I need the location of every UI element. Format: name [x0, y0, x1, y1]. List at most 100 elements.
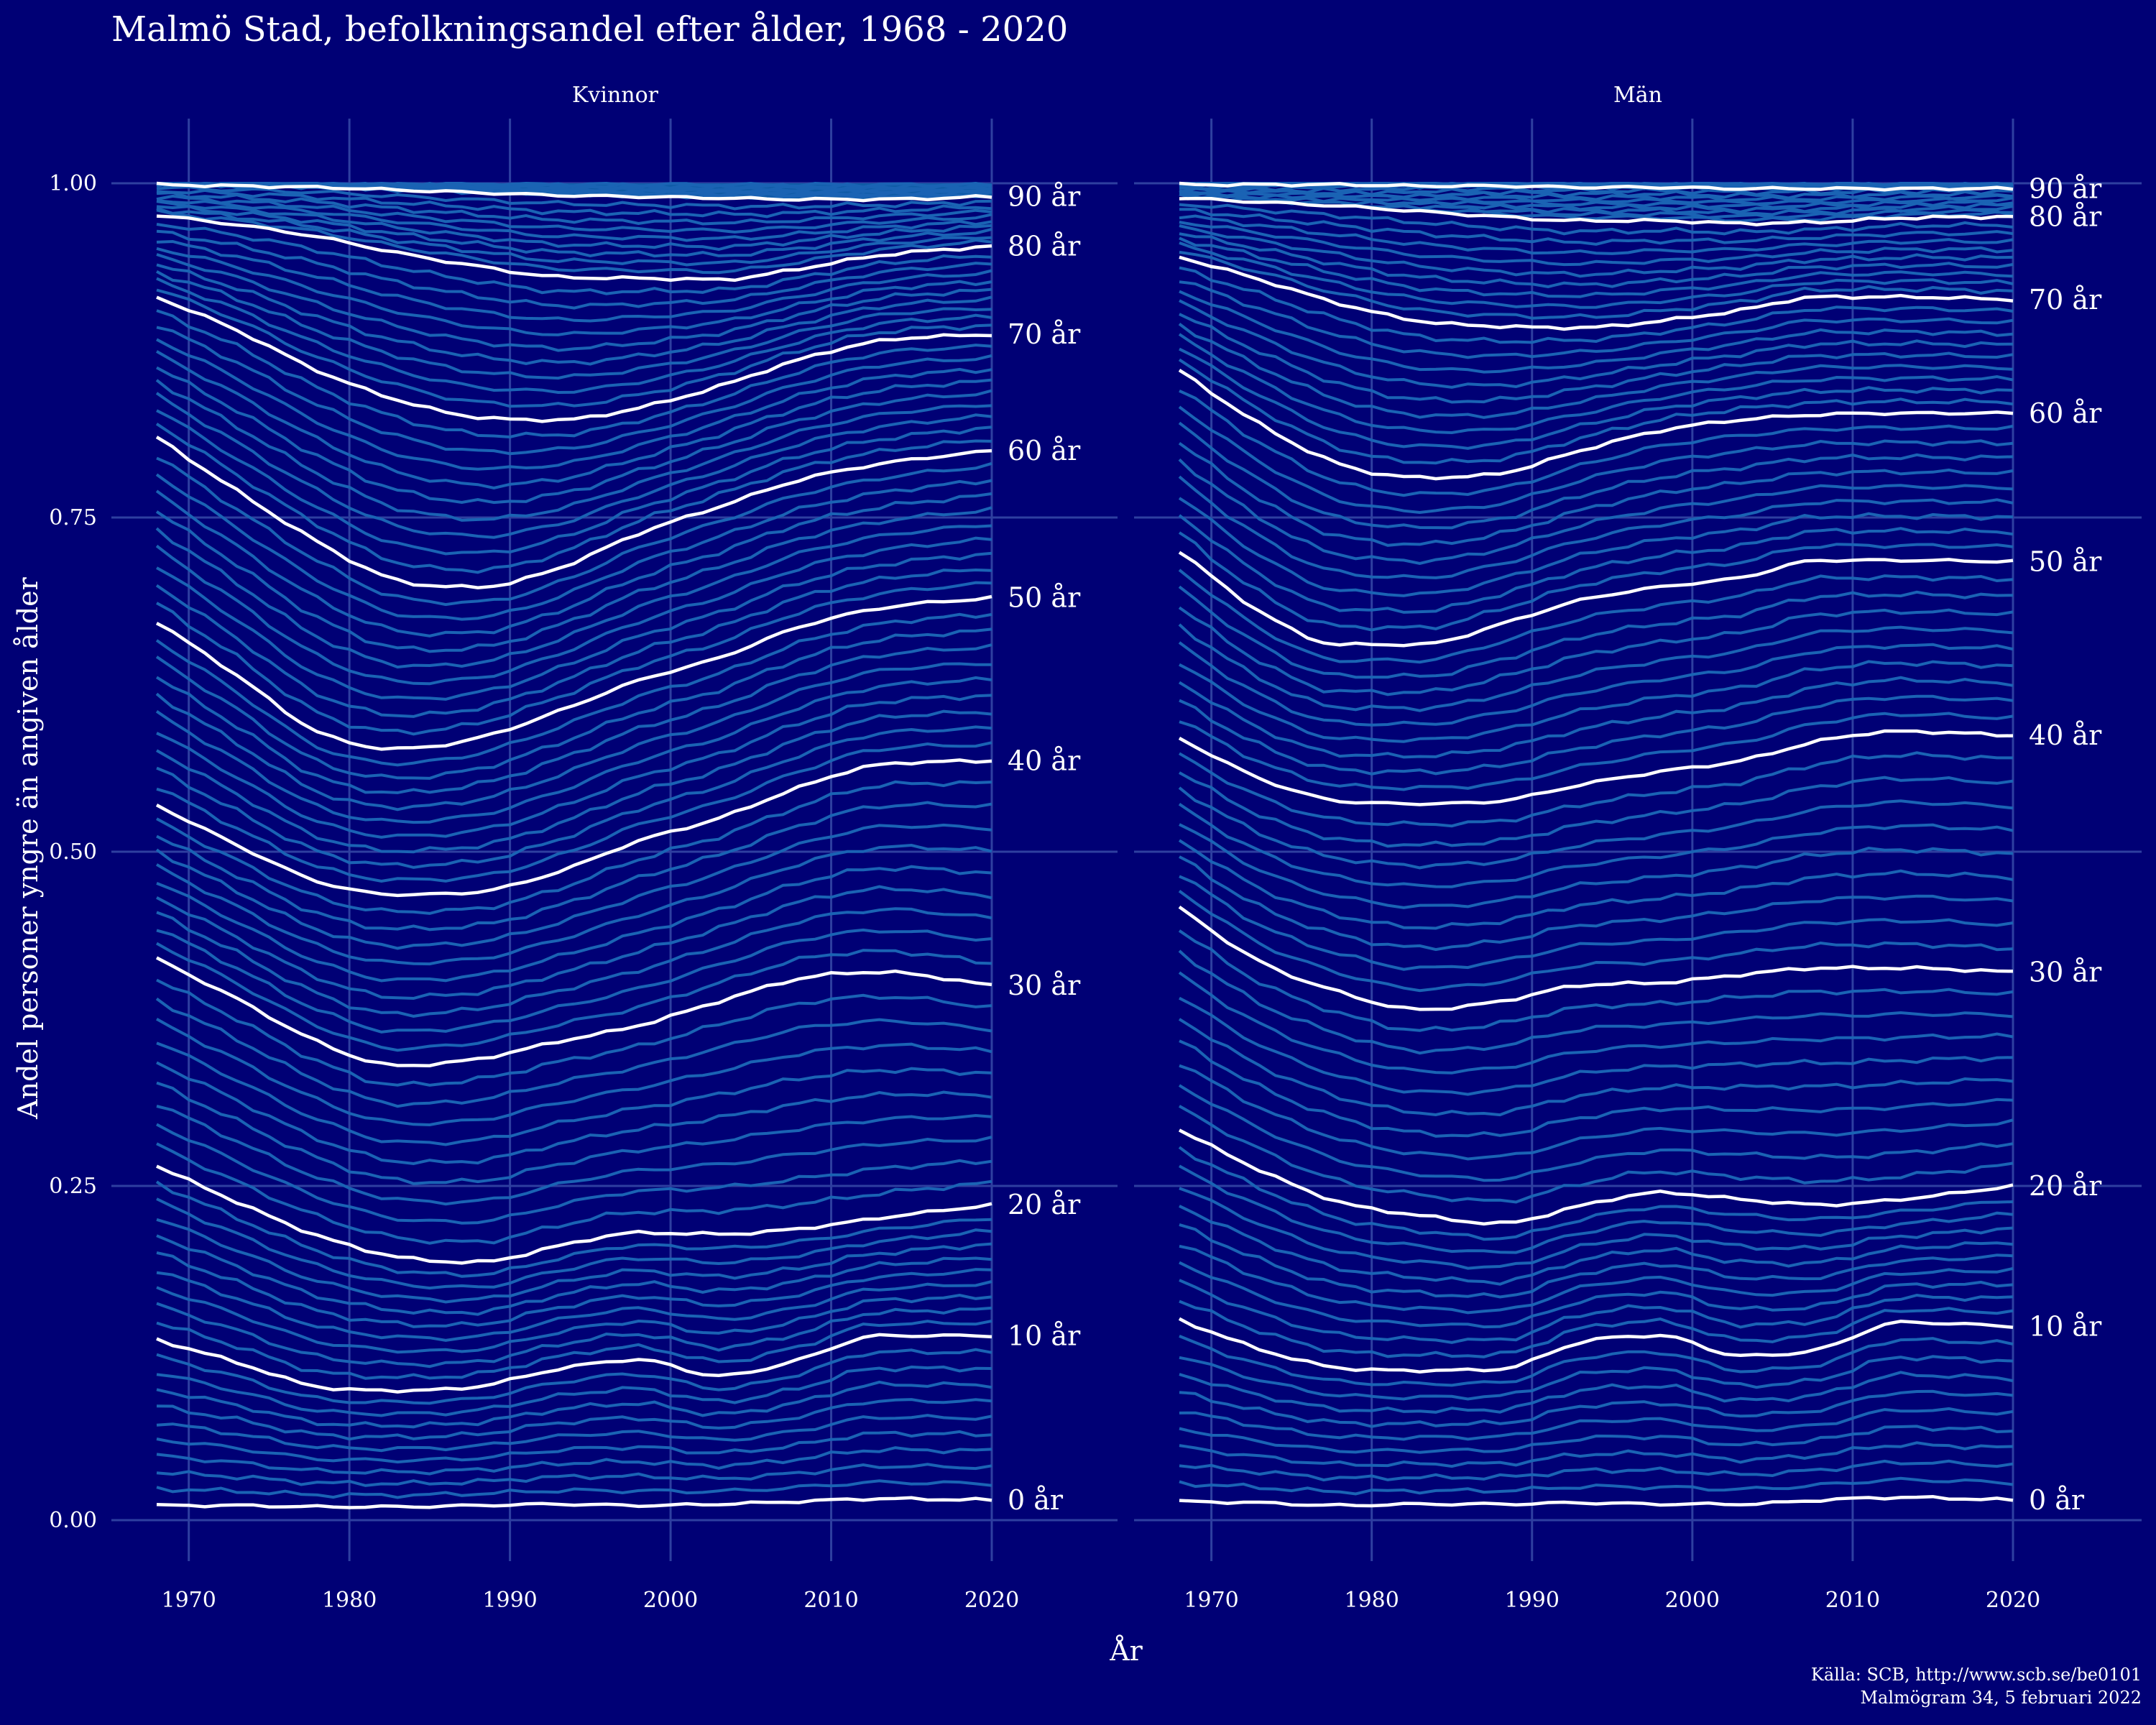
age-line-25 — [156, 1061, 992, 1166]
age-line-2 — [1179, 1459, 2014, 1482]
age-line-68 — [156, 326, 992, 456]
age-line-56 — [155, 506, 992, 653]
age-line-89 — [156, 185, 992, 211]
age-line-62 — [1179, 347, 2014, 450]
age-line-22 — [156, 1123, 992, 1225]
age-line-31 — [1178, 889, 2014, 993]
age-line-15 — [1179, 1223, 2014, 1299]
age-labels: 0 år 10 år 20 år 30 år 40 år 50 år 60 år 70 år 8… — [2029, 172, 2102, 1516]
age-line-32 — [1179, 875, 2014, 971]
age-line-25 — [1178, 1018, 2014, 1117]
age-line-34 — [156, 885, 992, 1000]
age-line-71 — [1179, 250, 2014, 320]
age-line-35 — [1179, 823, 2014, 909]
age-line-54 — [155, 536, 992, 686]
x-tick-label: 2020 — [1986, 1588, 2040, 1613]
age-line-15 — [156, 1251, 992, 1328]
age-line-19 — [155, 1180, 992, 1278]
age-line-44 — [156, 694, 992, 839]
age-line-31 — [156, 942, 992, 1052]
age-line-26 — [1179, 996, 2014, 1096]
age-line-13 — [1179, 1261, 2014, 1329]
age-line-50-år — [155, 594, 992, 751]
minor-age-lines — [155, 181, 992, 1499]
age-line-72 — [1179, 242, 2014, 309]
age-label: 90 år — [1008, 181, 1081, 213]
age-line-6 — [1179, 1389, 2014, 1428]
age-line-51 — [1178, 531, 2014, 632]
age-line-65 — [156, 366, 992, 505]
age-line-49 — [155, 612, 992, 767]
age-line-85 — [156, 199, 992, 242]
age-line-53 — [156, 551, 992, 701]
x-tick-label: 2000 — [643, 1588, 698, 1613]
age-line-47 — [1178, 606, 2014, 696]
age-line-27 — [1178, 971, 2014, 1075]
age-line-38 — [1179, 771, 2014, 848]
age-line-90-år — [156, 181, 992, 203]
x-tick-label: 2000 — [1665, 1588, 1720, 1613]
age-line-20-år — [1178, 1128, 2014, 1226]
age-label: 50 år — [1008, 582, 1081, 614]
age-line-0-år — [1179, 1494, 2014, 1508]
age-line-59 — [1179, 389, 2014, 497]
caption-credit: Malmögram 34, 5 februari 2022 — [1860, 1688, 2142, 1708]
age-line-74 — [156, 263, 992, 366]
age-line-81 — [156, 208, 992, 275]
age-line-47 — [155, 643, 992, 794]
age-line-3 — [1179, 1441, 2014, 1468]
age-line-78 — [1179, 208, 2014, 246]
age-line-2 — [156, 1463, 992, 1487]
age-line-9 — [156, 1348, 992, 1405]
age-line-12 — [156, 1302, 992, 1368]
x-tick-label: 1970 — [162, 1588, 216, 1613]
caption-source: Källa: SCB, http://www.scb.se/be0101 — [1811, 1665, 2142, 1685]
age-line-37 — [155, 823, 992, 950]
age-line-73 — [156, 270, 992, 380]
age-line-23 — [156, 1105, 992, 1206]
decade-age-lines — [1178, 181, 2014, 1508]
panel-title-kvinnor: Kvinnor — [572, 83, 659, 108]
age-line-24 — [1179, 1039, 2014, 1138]
age-line-4 — [156, 1430, 992, 1464]
age-line-66 — [156, 350, 992, 489]
age-line-4 — [1179, 1425, 2014, 1454]
age-line-56 — [1178, 441, 2014, 547]
x-tick-label: 1980 — [1345, 1588, 1399, 1613]
age-line-35 — [156, 865, 992, 983]
y-axis-title: Andel personer yngre än angiven ålder — [12, 576, 44, 1119]
age-line-36 — [155, 843, 992, 966]
age-line-28 — [155, 997, 992, 1108]
x-tick-label: 2010 — [1825, 1588, 1880, 1613]
age-line-58 — [1178, 405, 2014, 515]
age-line-16 — [1179, 1205, 2014, 1286]
age-line-78 — [156, 229, 992, 310]
age-line-20-år — [156, 1164, 992, 1265]
y-tick-label: 0.50 — [49, 840, 97, 865]
age-line-11 — [156, 1319, 992, 1380]
age-line-54 — [1178, 475, 2014, 579]
age-line-9 — [1179, 1335, 2014, 1387]
age-line-30-år — [155, 956, 992, 1067]
x-tick-label: 2020 — [964, 1588, 1019, 1613]
age-line-58 — [155, 473, 992, 621]
age-label: 0 år — [2029, 1484, 2085, 1516]
age-line-59 — [156, 456, 992, 607]
age-label: 70 år — [2029, 284, 2102, 316]
age-line-10-år — [1178, 1317, 2014, 1374]
age-line-63 — [155, 392, 992, 539]
age-line-69 — [156, 309, 992, 439]
age-line-17 — [156, 1218, 992, 1304]
age-line-39 — [156, 780, 992, 915]
age-label: 10 år — [2029, 1310, 2102, 1342]
age-line-44 — [1179, 660, 2014, 743]
age-line-40-år — [1178, 729, 2014, 806]
age-line-53 — [1178, 497, 2014, 597]
age-line-76 — [156, 247, 992, 336]
x-axis-title: År — [1109, 1635, 1143, 1667]
age-line-67 — [156, 338, 992, 471]
age-label: 80 år — [1008, 230, 1081, 262]
age-line-64 — [1178, 323, 2014, 419]
age-label: 10 år — [1008, 1320, 1081, 1351]
x-tick-label: 1990 — [1505, 1588, 1560, 1613]
